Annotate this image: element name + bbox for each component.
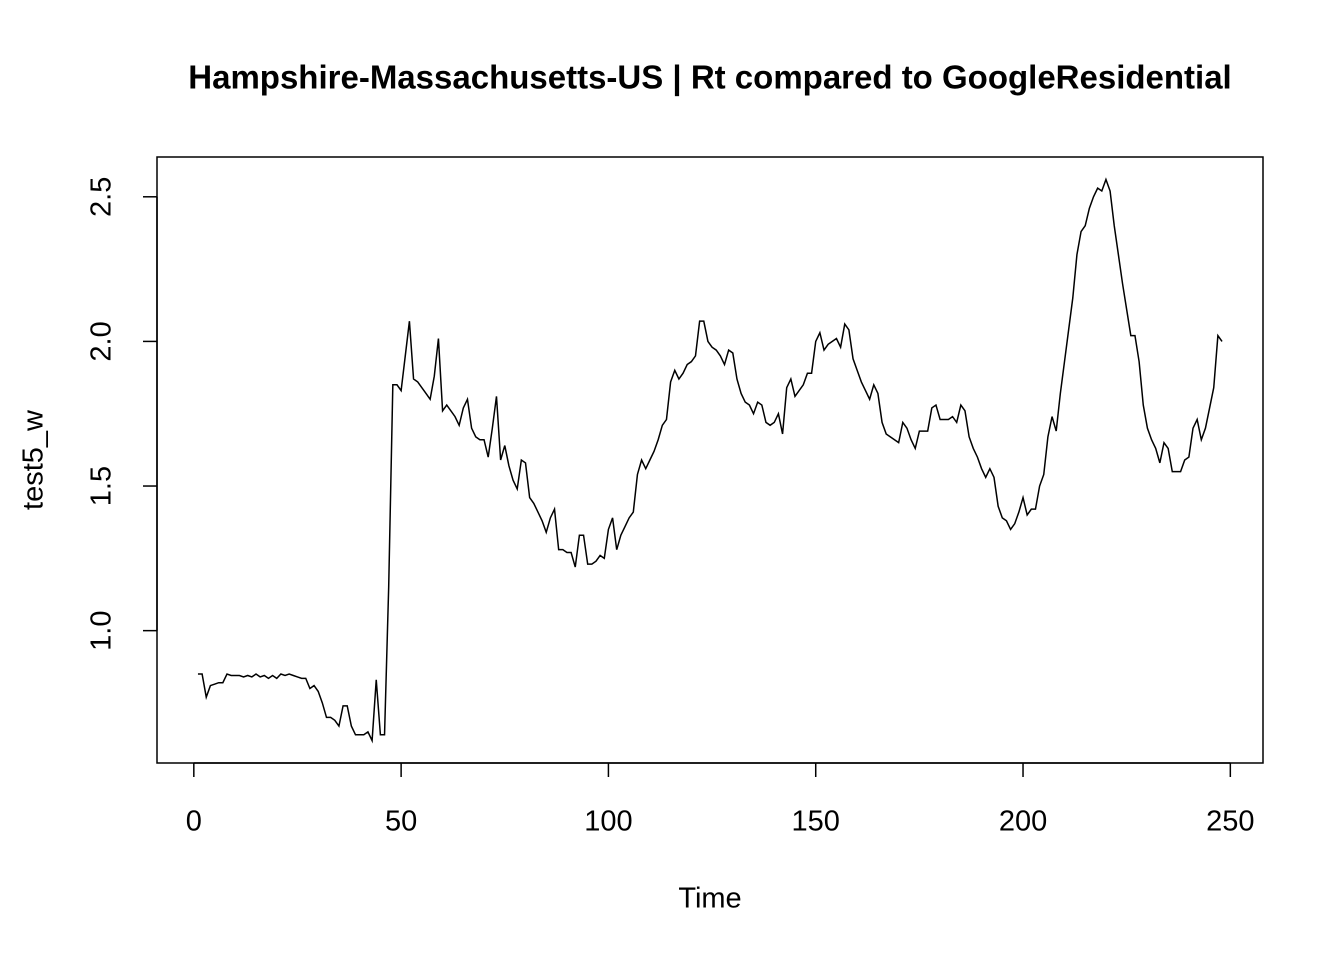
x-tick-label: 50 <box>385 806 417 838</box>
series-line <box>197 177 1223 744</box>
y-tick-label: 1.0 <box>86 610 118 650</box>
x-tick-label: 100 <box>584 806 632 838</box>
y-tick-label: 2.5 <box>86 177 118 217</box>
y-axis-label: test5_w <box>18 409 50 510</box>
x-tick-label: 200 <box>999 806 1047 838</box>
y-tick-label: 1.5 <box>86 466 118 506</box>
x-tick-label: 0 <box>186 806 202 838</box>
y-tick-label: 2.0 <box>86 321 118 361</box>
x-tick-label: 150 <box>792 806 840 838</box>
x-axis-label: Time <box>678 883 741 915</box>
x-tick-label: 250 <box>1206 806 1254 838</box>
chart-title: Hampshire-Massachusetts-US | Rt compared… <box>188 59 1231 96</box>
plot-box <box>156 156 1264 764</box>
